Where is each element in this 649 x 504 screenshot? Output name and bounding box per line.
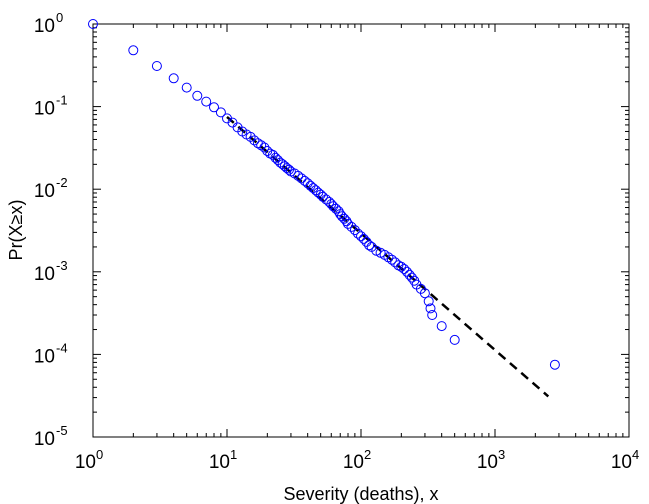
y-tick-label-base: 10 [34, 346, 55, 367]
data-point-marker [215, 107, 226, 118]
data-point-marker [339, 213, 350, 224]
data-point-marker [151, 61, 162, 71]
x-tick-label-base: 10 [477, 452, 498, 473]
data-point-marker [436, 321, 447, 332]
data-point-marker [358, 233, 369, 244]
y-tick-label-base: 10 [34, 181, 55, 202]
data-point-marker [449, 334, 460, 345]
data-point-marker [259, 142, 270, 153]
data-point-marker [423, 296, 434, 307]
x-tick-label-base: 10 [75, 452, 96, 473]
data-point-marker [293, 170, 304, 181]
y-tick-label-exponent: -5 [56, 423, 68, 438]
y-tick-label-base: 10 [34, 429, 55, 450]
data-point-marker [289, 168, 300, 179]
axis-ticks [92, 23, 630, 438]
data-point-marker [401, 266, 412, 277]
data-point-marker [128, 45, 139, 56]
data-point-marker [425, 303, 436, 314]
data-point-marker [262, 146, 273, 156]
data-point-marker [267, 149, 278, 160]
data-point-marker [209, 102, 219, 113]
y-tick-label-exponent: -3 [56, 258, 68, 273]
data-point-marker [181, 82, 192, 93]
data-point-marker [245, 131, 256, 142]
x-tick-label-base: 10 [209, 452, 230, 473]
y-tick-label: 10 [34, 181, 55, 202]
data-point-marker [317, 191, 328, 202]
data-point-marker [343, 218, 353, 229]
x-tick-label: 103 [477, 447, 505, 473]
data-point-marker [284, 164, 294, 175]
data-point-marker [383, 252, 394, 263]
data-point-marker [333, 206, 344, 217]
x-tick-label-exponent: 1 [230, 447, 237, 462]
x-tick-label: 104 [611, 447, 639, 473]
data-point-marker [396, 261, 407, 272]
data-point-marker [88, 19, 98, 29]
data-point-marker [393, 260, 404, 271]
y-axis-label: Pr(X≥x) [6, 200, 26, 261]
data-points [88, 19, 560, 370]
data-point-marker [192, 90, 203, 101]
data-point-marker [299, 175, 310, 186]
data-point-marker [315, 189, 326, 200]
data-point-marker [419, 288, 430, 299]
data-point-marker [249, 135, 260, 146]
y-tick-label-base: 10 [34, 99, 55, 120]
y-tick-label: 10 [34, 16, 55, 37]
data-point-marker [296, 173, 307, 184]
data-point-marker [346, 221, 357, 232]
y-tick-label-exponent: -2 [56, 175, 68, 190]
y-tick-label-exponent: 0 [56, 10, 63, 25]
y-tick-label: 10 [34, 346, 55, 367]
y-tick-label-exponent: -4 [56, 340, 68, 355]
data-point-marker [328, 201, 339, 212]
data-point-marker [406, 272, 417, 283]
x-tick-label: 101 [209, 447, 237, 473]
y-tick-label: 10 [34, 264, 55, 285]
x-axis-label: Severity (deaths), x [283, 484, 438, 504]
x-tick-label-base: 10 [343, 452, 364, 473]
power-law-fit-line [226, 115, 550, 398]
x-tick-label-exponent: 3 [498, 447, 505, 462]
y-tick-label-exponent: -1 [56, 93, 68, 108]
data-point-marker [256, 140, 267, 151]
x-tick-label-exponent: 2 [364, 447, 371, 462]
x-tick-label: 102 [343, 447, 371, 473]
data-point-marker [353, 228, 363, 239]
data-point-marker [364, 240, 375, 251]
y-tick-label-base: 10 [34, 264, 55, 285]
data-point-marker [201, 96, 212, 107]
data-point-marker [549, 359, 560, 370]
data-point-marker [399, 264, 410, 274]
data-point-marker [168, 73, 179, 84]
data-point-marker [341, 216, 352, 227]
y-tick-label-base: 10 [34, 16, 55, 37]
x-tick-label-exponent: 0 [96, 447, 103, 462]
data-point-marker [427, 310, 438, 320]
x-tick-label-base: 10 [611, 452, 632, 473]
data-point-marker [361, 236, 372, 247]
data-point-marker [349, 225, 360, 236]
data-point-marker [386, 254, 397, 265]
y-tick-label: 10 [34, 429, 55, 450]
x-tick-label-exponent: 4 [632, 447, 639, 462]
y-tick-label: 10 [34, 99, 55, 120]
data-point-marker [356, 231, 366, 242]
x-tick-label: 100 [75, 447, 103, 473]
